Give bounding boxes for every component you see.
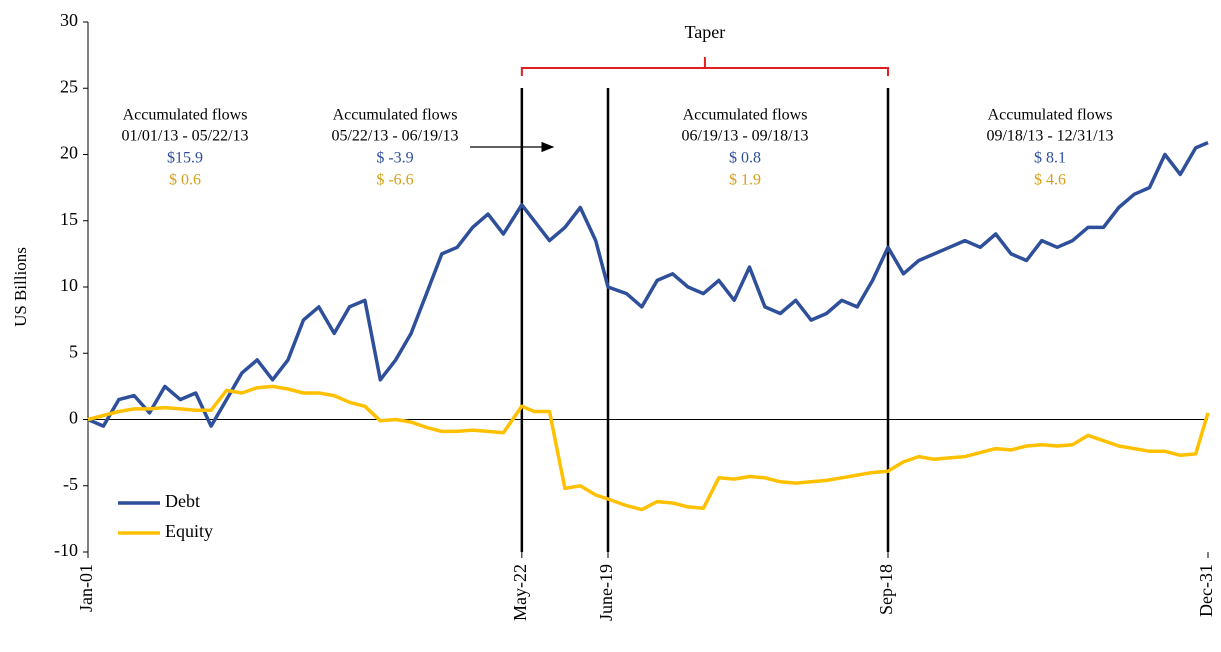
y-tick-label: 30: [60, 10, 78, 30]
y-tick-label: 25: [60, 76, 78, 96]
y-tick-label: -10: [54, 540, 78, 560]
series-line: [87, 140, 1209, 428]
y-tick-label: 10: [60, 275, 78, 295]
annotation-title: Accumulated flows: [333, 107, 458, 124]
annotation-equity: $ 0.6: [169, 172, 201, 189]
x-tick-label: Jan-01: [76, 564, 96, 612]
annotation-equity: $ 1.9: [729, 172, 761, 189]
taper-label: Taper: [685, 22, 726, 42]
legend-label: Equity: [165, 521, 213, 541]
annotation-debt: $ 0.8: [729, 150, 761, 167]
y-tick-label: 0: [69, 408, 78, 428]
annotation-title: Accumulated flows: [123, 107, 248, 124]
annotation-period: 09/18/13 - 12/31/13: [986, 128, 1113, 145]
x-tick-label: June-19: [596, 564, 616, 621]
y-tick-label: -5: [63, 474, 78, 494]
annotation-debt: $ 8.1: [1034, 150, 1066, 167]
x-tick-label: Dec-31: [1196, 564, 1216, 617]
y-tick-label: 20: [60, 143, 78, 163]
annotation-equity: $ 4.6: [1034, 172, 1066, 189]
annotation-debt: $ -3.9: [376, 150, 413, 167]
legend-label: Debt: [165, 491, 200, 511]
annotation-equity: $ -6.6: [376, 172, 413, 189]
x-tick-label: Sep-18: [876, 564, 896, 615]
annotation-title: Accumulated flows: [988, 107, 1113, 124]
annotation-debt: $15.9: [167, 150, 203, 167]
y-tick-label: 5: [69, 341, 78, 361]
y-tick-label: 15: [60, 209, 78, 229]
series-line: [87, 384, 1210, 512]
x-tick-label: May-22: [510, 564, 530, 621]
annotation-period: 06/19/13 - 09/18/13: [681, 128, 808, 145]
annotation-period: 05/22/13 - 06/19/13: [331, 128, 458, 145]
taper-bracket: [520, 57, 889, 76]
annotation-period: 01/01/13 - 05/22/13: [121, 128, 248, 145]
y-axis-label: US Billions: [11, 247, 30, 327]
annotation-title: Accumulated flows: [683, 107, 808, 124]
